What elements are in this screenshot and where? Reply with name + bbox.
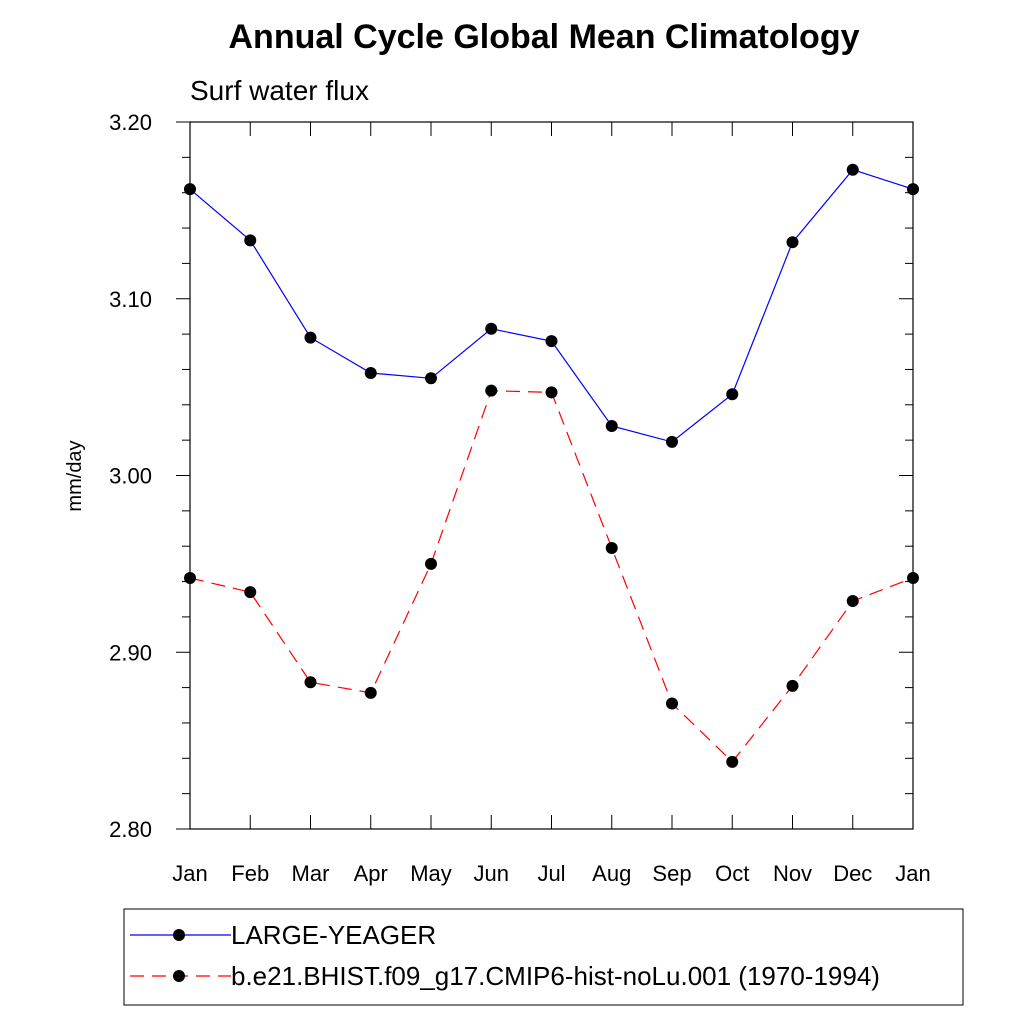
data-point-s1 bbox=[244, 234, 257, 247]
x-tick-label: Oct bbox=[715, 861, 749, 886]
legend-label-1: LARGE-YEAGER bbox=[231, 920, 436, 950]
series-line-2 bbox=[189, 390, 914, 763]
axis-ticks bbox=[176, 121, 914, 830]
y-tick-labels: 2.80 2.90 3.00 3.10 3.20 bbox=[109, 110, 152, 842]
y-tick-label: 3.10 bbox=[109, 287, 152, 312]
data-point-s1 bbox=[545, 335, 558, 348]
data-point-s1 bbox=[364, 366, 377, 379]
series-line-1 bbox=[189, 169, 914, 443]
data-point-s1 bbox=[605, 420, 618, 433]
x-tick-label: Jun bbox=[474, 861, 509, 886]
data-point-s2 bbox=[605, 541, 618, 554]
data-point-s2 bbox=[907, 572, 919, 585]
data-point-s1 bbox=[846, 163, 859, 176]
data-point-s2 bbox=[364, 686, 377, 699]
y-tick-label: 3.20 bbox=[109, 110, 152, 135]
y-tick-label: 2.90 bbox=[109, 640, 152, 665]
chart-subtitle: Surf water flux bbox=[190, 75, 369, 106]
data-point-s1 bbox=[786, 236, 799, 249]
data-point-s2 bbox=[786, 679, 799, 692]
x-tick-label: Mar bbox=[292, 861, 330, 886]
x-tick-label: Feb bbox=[231, 861, 269, 886]
data-point-s2 bbox=[846, 594, 859, 607]
legend-entry-2: b.e21.BHIST.f09_g17.CMIP6-hist-noLu.001 … bbox=[130, 961, 880, 991]
y-axis-label: mm/day bbox=[64, 440, 86, 511]
data-point-s2 bbox=[666, 697, 678, 710]
data-point-s1 bbox=[184, 183, 196, 196]
x-tick-label: Apr bbox=[354, 861, 388, 886]
data-point-s1 bbox=[907, 183, 919, 196]
legend-marker-1 bbox=[173, 929, 185, 941]
series-layer bbox=[184, 163, 919, 768]
data-point-s2 bbox=[545, 386, 558, 399]
data-point-s2 bbox=[184, 572, 196, 585]
y-tick-label: 2.80 bbox=[109, 817, 152, 842]
legend-label-2: b.e21.BHIST.f09_g17.CMIP6-hist-noLu.001 … bbox=[231, 961, 880, 991]
x-tick-label: Jul bbox=[537, 861, 565, 886]
x-tick-labels: Jan Feb Mar Apr May Jun Jul Aug Sep Oct Nov Dec Jan bbox=[172, 861, 930, 886]
chart-title: Annual Cycle Global Mean Climatology bbox=[229, 18, 860, 56]
legend-box bbox=[123, 908, 964, 1006]
data-point-s1 bbox=[485, 322, 498, 335]
x-tick-label: Sep bbox=[652, 861, 691, 886]
x-tick-label: May bbox=[410, 861, 452, 886]
x-tick-label: Dec bbox=[833, 861, 872, 886]
data-point-s2 bbox=[244, 586, 257, 599]
x-tick-label: Jan bbox=[172, 861, 207, 886]
y-tick-label: 3.00 bbox=[109, 464, 152, 489]
legend-marker-2 bbox=[173, 970, 185, 982]
data-point-s2 bbox=[304, 676, 317, 689]
x-tick-label: Aug bbox=[592, 861, 631, 886]
data-point-s1 bbox=[666, 435, 678, 448]
data-point-s1 bbox=[304, 331, 317, 344]
data-point-s1 bbox=[726, 388, 739, 401]
legend-entry-1: LARGE-YEAGER bbox=[130, 920, 436, 950]
data-point-s2 bbox=[425, 557, 437, 570]
data-point-s2 bbox=[726, 755, 739, 768]
data-point-s1 bbox=[425, 372, 437, 385]
x-tick-label: Jan bbox=[895, 861, 930, 886]
data-point-s2 bbox=[485, 384, 498, 397]
x-tick-label: Nov bbox=[773, 861, 812, 886]
